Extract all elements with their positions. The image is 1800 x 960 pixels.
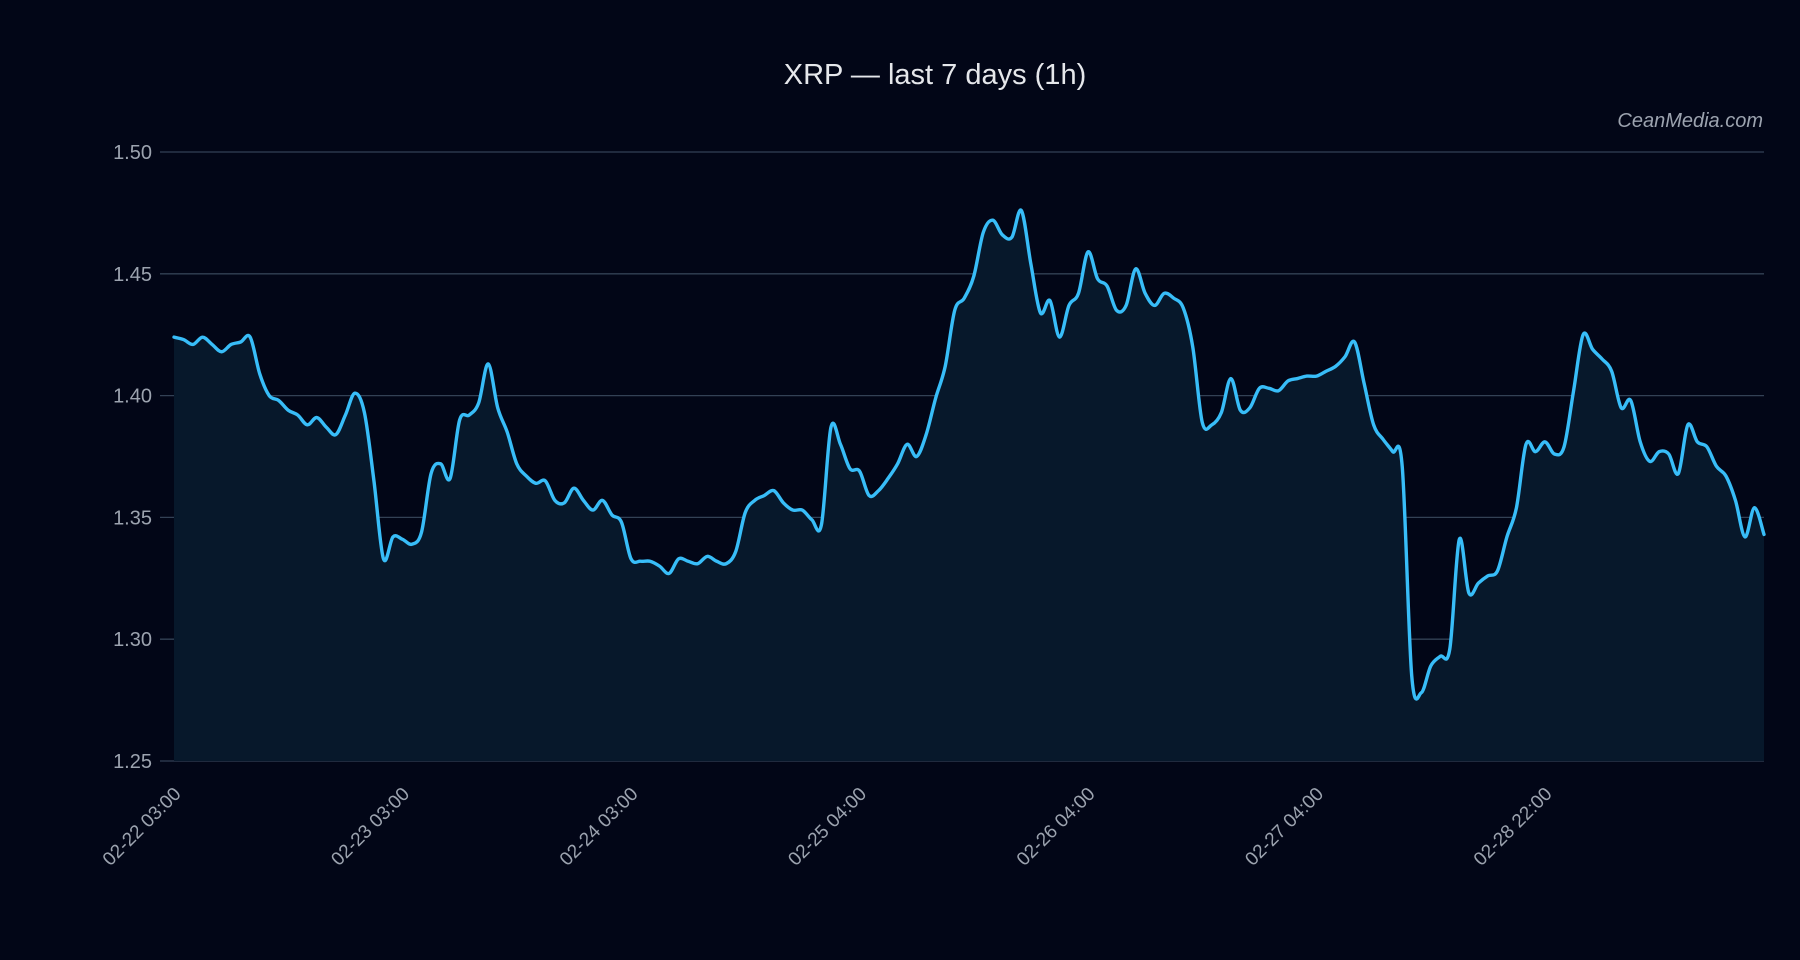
x-tick-label: 02-24 03:00 <box>556 784 643 871</box>
price-series-line <box>172 208 1766 701</box>
chart-title: XRP — last 7 days (1h) <box>784 59 1086 91</box>
series-area-fill <box>174 209 1764 761</box>
x-tick-label: 02-25 04:00 <box>784 784 871 871</box>
y-tick-label: 1.50 <box>113 142 152 164</box>
x-axis: 02-22 03:00 02-23 03:00 02-24 03:00 02-25 0… <box>99 784 1557 871</box>
x-tick-label: 02-22 03:00 <box>99 784 186 871</box>
y-tick-label: 1.40 <box>113 386 152 408</box>
y-tick-label: 1.35 <box>113 507 152 529</box>
x-tick-label: 02-23 03:00 <box>327 784 414 871</box>
y-tick-label: 1.25 <box>113 751 152 773</box>
watermark-text: CeanMedia.com <box>1617 110 1763 132</box>
y-tick-label: 1.30 <box>113 629 152 651</box>
series-layer <box>172 208 1766 761</box>
y-tick-label: 1.45 <box>113 264 152 286</box>
x-tick-label: 02-26 04:00 <box>1013 784 1100 871</box>
y-axis: 1.50 1.45 1.40 1.35 1.30 1.25 <box>113 142 152 773</box>
x-tick-label: 02-28 22:00 <box>1470 784 1557 871</box>
x-tick-label: 02-27 04:00 <box>1241 784 1328 871</box>
